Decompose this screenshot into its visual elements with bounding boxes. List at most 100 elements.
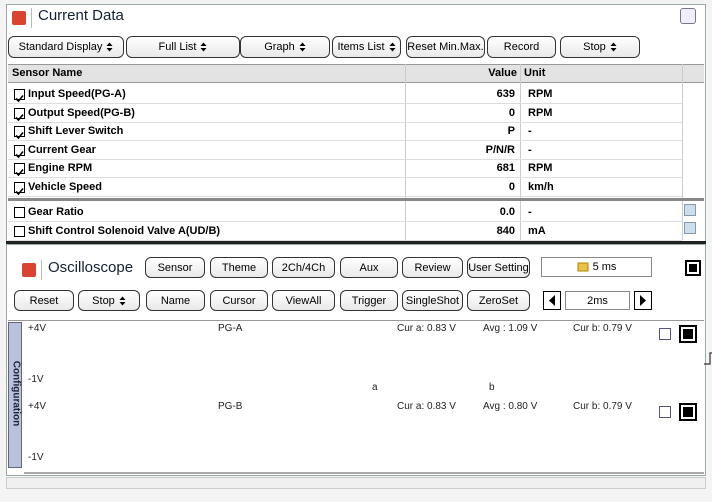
label: Shift Control Solenoid Valve A(UD/B) (28, 224, 221, 237)
checkbox[interactable] (14, 107, 25, 121)
checkbox[interactable] (14, 144, 25, 158)
button[interactable]: Aux (340, 257, 398, 278)
column-divider (682, 64, 683, 240)
zoom-right[interactable] (634, 291, 652, 310)
label[interactable]: Theme (221, 261, 257, 274)
label[interactable]: Configuration (10, 360, 22, 427)
side-tab[interactable]: Configuration (8, 322, 22, 468)
column-header[interactable]: Sensor Name (12, 64, 402, 82)
label[interactable]: Standard Display (18, 41, 103, 53)
sensor-name: Input Speed(PG-A) (28, 85, 126, 103)
column-header[interactable]: Value (405, 64, 517, 82)
checkbox[interactable] (14, 89, 25, 103)
label: 2ms (587, 295, 608, 307)
button[interactable]: Items List (332, 36, 401, 58)
label[interactable]: Cursor (222, 294, 256, 307)
channel-toggle[interactable] (679, 325, 697, 343)
button[interactable]: Full List (126, 36, 240, 58)
button[interactable]: Trigger (340, 290, 398, 311)
timebase-box[interactable]: 5 ms (541, 257, 652, 277)
label: PG-A (218, 323, 243, 334)
label[interactable]: SingleShot (405, 294, 460, 307)
label[interactable]: Full List (158, 41, 197, 53)
h-scrollbar[interactable] (6, 477, 706, 489)
split-bar[interactable] (8, 198, 704, 201)
label[interactable]: Stop (583, 41, 606, 53)
checkbox[interactable] (14, 207, 25, 218)
scroll-up[interactable] (684, 204, 696, 216)
button[interactable]: Standard Display (8, 36, 124, 58)
right-arrow (640, 295, 646, 306)
scroll-down[interactable] (684, 222, 696, 234)
sensor-unit: mA (528, 222, 546, 240)
button[interactable]: ViewAll (272, 290, 335, 311)
maximize[interactable] (680, 8, 696, 24)
zoom-left[interactable] (543, 291, 561, 310)
average-value: Avg : 1.09 V (483, 323, 537, 334)
label: 681 (496, 162, 515, 174)
cursor-b-value: Cur b: 0.79 V (573, 323, 632, 334)
label[interactable]: Graph (264, 41, 295, 53)
timebase-icon (577, 262, 589, 272)
button[interactable]: Graph (240, 36, 330, 58)
row-divider (8, 221, 682, 222)
label[interactable]: Name (160, 294, 191, 307)
button[interactable]: Record (487, 36, 556, 58)
checkmark (15, 131, 24, 140)
button[interactable]: Stop (560, 36, 640, 58)
label: +4V (28, 401, 47, 412)
button[interactable]: Stop (78, 290, 140, 311)
label: 5 ms (592, 261, 617, 273)
column-header[interactable]: Unit (524, 64, 674, 82)
label[interactable]: Review (414, 261, 451, 274)
label[interactable]: Reset (29, 294, 59, 307)
label[interactable]: 2Ch/4Ch (281, 261, 326, 274)
label[interactable]: Value (488, 67, 517, 79)
button[interactable]: Review (402, 257, 463, 278)
button[interactable]: Reset (14, 290, 74, 311)
button[interactable]: SingleShot (402, 290, 463, 311)
checkbox[interactable] (14, 225, 25, 237)
label[interactable]: Record (503, 41, 540, 53)
button[interactable]: Sensor (145, 257, 205, 278)
label: Current Gear (28, 143, 96, 156)
sensor-value: P (405, 122, 515, 140)
toggle-square[interactable] (685, 260, 701, 276)
label[interactable]: Unit (524, 67, 546, 79)
label: km/h (528, 180, 554, 193)
label: P/N/R (485, 143, 515, 156)
checkbox[interactable] (14, 126, 25, 140)
label[interactable]: Items List (337, 41, 385, 53)
label[interactable]: Sensor Name (12, 67, 83, 79)
label[interactable]: Trigger (351, 294, 387, 307)
label[interactable]: User Setting (468, 261, 529, 274)
cursor-a-value: Cur a: 0.83 V (397, 401, 456, 412)
side-tab-label[interactable]: Configuration (11, 332, 22, 456)
button[interactable]: ZeroSet (467, 290, 530, 311)
label[interactable]: Reset Min.Max. (407, 41, 484, 53)
button[interactable]: Reset Min.Max. (406, 36, 485, 58)
channel-checkbox[interactable] (659, 328, 671, 340)
channel-toggle[interactable] (679, 403, 697, 421)
label[interactable]: Sensor (157, 261, 193, 274)
channel-checkbox[interactable] (659, 406, 671, 418)
label[interactable]: ViewAll (285, 294, 322, 307)
panel-icon[interactable] (22, 263, 36, 277)
button[interactable]: Theme (210, 257, 268, 278)
button[interactable]: 2Ch/4Ch (272, 257, 335, 278)
button[interactable]: User Setting (467, 257, 530, 278)
button[interactable]: Cursor (210, 290, 268, 311)
label: Cur a: 0.83 V (397, 323, 456, 334)
checkbox[interactable] (14, 163, 25, 177)
label[interactable]: ZeroSet (478, 294, 519, 307)
range-bottom: -1V (28, 374, 44, 385)
label: Vehicle Speed (28, 180, 102, 193)
checkbox[interactable] (14, 181, 25, 195)
table-header (8, 64, 704, 83)
label[interactable]: Stop (92, 294, 115, 307)
label: b (489, 382, 495, 393)
label[interactable]: Aux (359, 261, 379, 274)
panel-icon[interactable] (12, 11, 26, 25)
button[interactable]: Name (146, 290, 205, 311)
